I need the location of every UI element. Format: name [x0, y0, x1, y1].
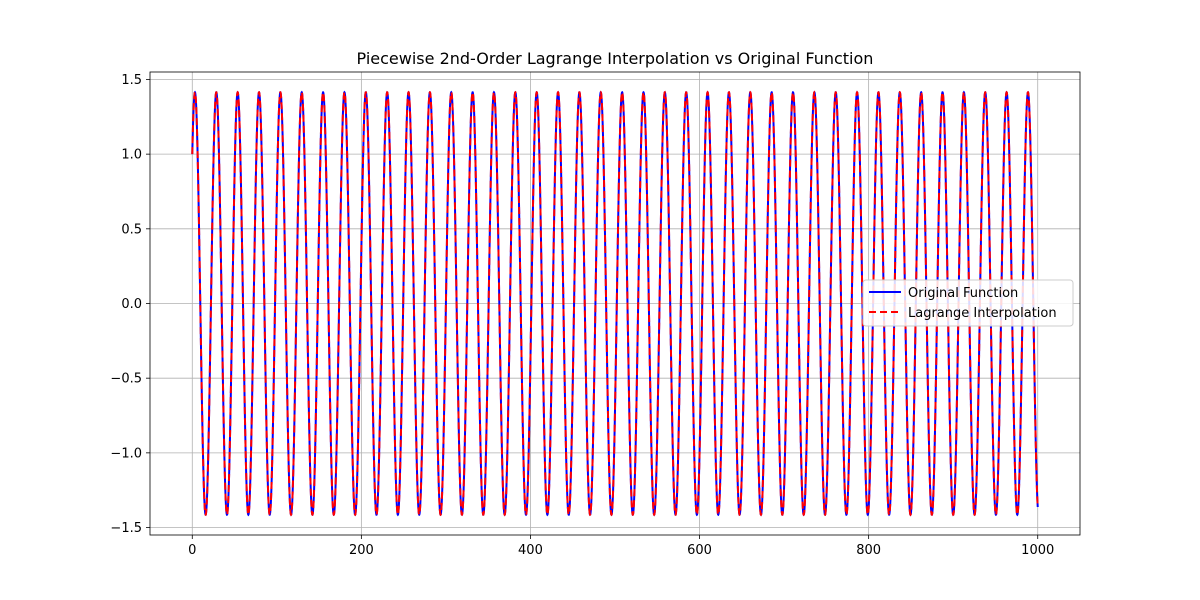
- x-tick-label: 600: [687, 543, 712, 558]
- x-tick-label: 400: [518, 543, 543, 558]
- y-tick-label: 0.5: [121, 222, 142, 237]
- y-tick-label: −1.0: [110, 446, 142, 461]
- plot-area: [191, 90, 1039, 517]
- y-tick-label: 1.0: [121, 148, 142, 163]
- y-tick-label: −1.5: [110, 521, 142, 536]
- legend-box: [862, 279, 1074, 327]
- x-tick-label: 800: [856, 543, 881, 558]
- y-tick-label: −0.5: [110, 372, 142, 387]
- series-line-lagrange-interpolation: [191, 90, 1039, 517]
- y-tick-label: 0.0: [121, 297, 142, 312]
- x-axis-ticks: 0 200 400 600 800 1000: [188, 535, 1054, 558]
- chart-title: Piecewise 2nd-Order Lagrange Interpolati…: [357, 49, 874, 68]
- legend-label-lagrange-interpolation: Lagrange Interpolation: [908, 306, 1057, 321]
- x-tick-label: 200: [349, 543, 374, 558]
- legend-label-original-function: Original Function: [908, 286, 1018, 301]
- y-tick-label: 1.5: [121, 73, 142, 88]
- y-axis-ticks: −1.5 −1.0 −0.5 0.0 0.5 1.0 1.5: [110, 73, 150, 536]
- x-tick-label: 1000: [1021, 543, 1054, 558]
- x-tick-label: 0: [188, 543, 196, 558]
- legend: Original Function Lagrange Interpolation: [862, 279, 1074, 327]
